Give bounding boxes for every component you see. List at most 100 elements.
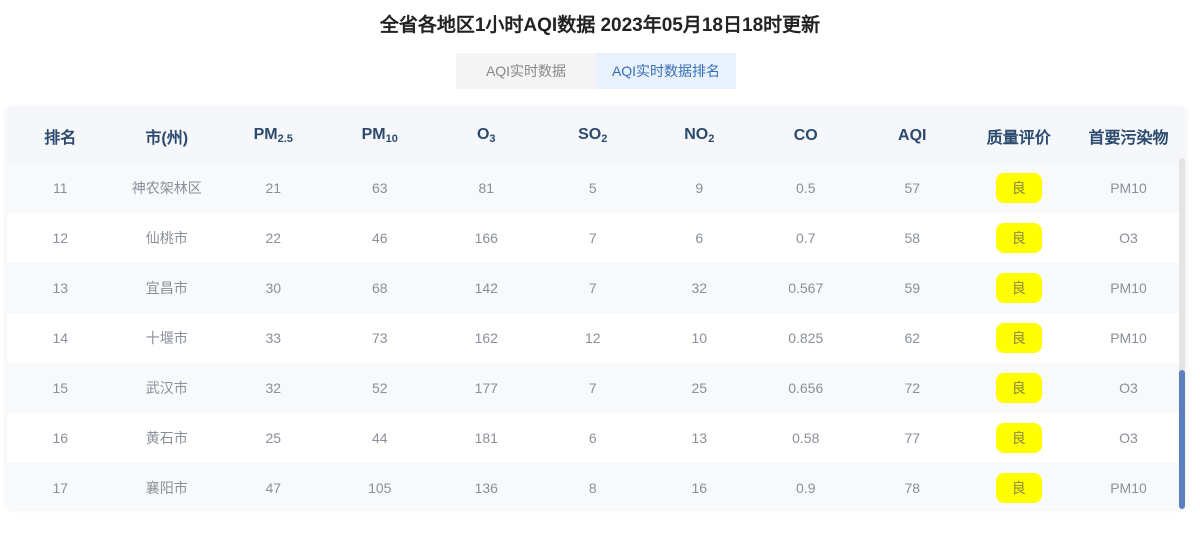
cell-city: 仙桃市 — [145, 230, 188, 246]
cell-city: 神农架林区 — [131, 180, 202, 196]
cell-primary-pollutant: PM10 — [1110, 280, 1147, 296]
quality-badge: 良 — [995, 173, 1042, 203]
cell-aqi: 59 — [904, 280, 921, 296]
cell-pm25: 22 — [265, 230, 282, 246]
cell-so2: 7 — [588, 280, 597, 296]
cell-pm10: 52 — [371, 380, 388, 396]
table-row: 15 武汉市 32 52 177 7 25 0.656 72 良 O3 — [7, 363, 1185, 413]
page-title: 全省各地区1小时AQI数据 2023年05月18日18时更新 — [379, 15, 821, 36]
cell-no2: 25 — [691, 380, 708, 396]
cell-pm25: 32 — [265, 380, 282, 396]
cell-city: 黄石市 — [145, 430, 188, 446]
cell-so2: 7 — [588, 380, 597, 396]
cell-aqi: 77 — [904, 430, 921, 446]
cell-primary-pollutant: O3 — [1119, 380, 1138, 396]
cell-co: 0.7 — [796, 230, 816, 246]
cell-rank: 13 — [52, 280, 69, 296]
col-quality: 质量评价 — [986, 129, 1051, 147]
cell-no2: 16 — [691, 480, 708, 496]
cell-quality: 良 — [966, 423, 1073, 453]
table-row: 14 十堰市 33 73 162 12 10 0.825 62 良 PM10 — [7, 313, 1185, 363]
cell-co: 0.656 — [788, 380, 824, 396]
cell-aqi: 62 — [904, 330, 921, 346]
cell-quality: 良 — [966, 273, 1073, 303]
cell-so2: 5 — [588, 180, 597, 196]
cell-rank: 15 — [52, 380, 69, 396]
cell-pm25: 30 — [265, 280, 282, 296]
cell-no2: 13 — [691, 430, 708, 446]
cell-pm10: 46 — [371, 230, 388, 246]
table-row: 12 仙桃市 22 46 166 7 6 0.7 58 良 O3 — [7, 213, 1185, 263]
cell-so2: 7 — [588, 230, 597, 246]
cell-no2: 10 — [691, 330, 708, 346]
cell-so2: 6 — [588, 430, 597, 446]
scrollbar-thumb[interactable] — [1179, 370, 1185, 509]
cell-no2: 9 — [695, 180, 704, 196]
cell-aqi: 72 — [904, 380, 921, 396]
cell-pm10: 68 — [371, 280, 388, 296]
table-row: 17 襄阳市 47 105 136 8 16 0.9 78 良 PM10 — [7, 463, 1185, 509]
cell-co: 0.567 — [788, 280, 824, 296]
cell-co: 0.58 — [792, 430, 820, 446]
cell-pm25: 33 — [265, 330, 282, 346]
cell-city: 十堰市 — [145, 330, 188, 346]
col-primary-pollutant: 首要污染物 — [1088, 129, 1169, 147]
table-row: 11 神农架林区 21 63 81 5 9 0.5 57 良 PM10 — [7, 163, 1185, 213]
cell-aqi: 57 — [904, 180, 921, 196]
cell-pm10: 105 — [368, 480, 392, 496]
col-pm10: PM10 — [361, 126, 398, 145]
cell-pm25: 21 — [265, 180, 282, 196]
cell-o3: 177 — [474, 380, 498, 396]
col-o3: O3 — [476, 126, 496, 145]
cell-o3: 136 — [474, 480, 498, 496]
cell-o3: 142 — [474, 280, 498, 296]
cell-primary-pollutant: O3 — [1119, 430, 1138, 446]
cell-no2: 6 — [695, 230, 704, 246]
quality-badge: 良 — [995, 373, 1042, 403]
quality-badge: 良 — [995, 273, 1042, 303]
col-so2: SO2 — [578, 126, 608, 145]
cell-quality: 良 — [966, 473, 1073, 503]
cell-city: 武汉市 — [145, 380, 188, 396]
cell-city: 宜昌市 — [145, 280, 188, 296]
quality-badge: 良 — [995, 423, 1042, 453]
quality-badge: 良 — [995, 473, 1042, 503]
cell-o3: 181 — [474, 430, 498, 446]
cell-rank: 12 — [52, 230, 69, 246]
cell-so2: 8 — [588, 480, 597, 496]
quality-badge: 良 — [995, 323, 1042, 353]
table-header: 排名 市(州) PM2.5 PM10 O3 SO2 NO2 CO AQI 质量评… — [7, 108, 1185, 163]
cell-primary-pollutant: O3 — [1119, 230, 1138, 246]
cell-aqi: 58 — [904, 230, 921, 246]
cell-primary-pollutant: PM10 — [1110, 330, 1147, 346]
col-pm25: PM2.5 — [253, 126, 293, 145]
cell-aqi: 78 — [904, 480, 921, 496]
col-rank: 排名 — [44, 129, 77, 147]
cell-quality: 良 — [966, 173, 1073, 203]
col-aqi: AQI — [898, 126, 927, 144]
cell-rank: 11 — [52, 180, 68, 196]
table-body: 11 神农架林区 21 63 81 5 9 0.5 57 良 PM10 12 仙桃市 22 46 166 7 6 0… — [7, 163, 1185, 509]
cell-rank: 17 — [52, 480, 69, 496]
tab-aqi-ranking[interactable]: AQI实时数据排名 — [596, 53, 736, 89]
cell-rank: 16 — [52, 430, 69, 446]
cell-pm10: 44 — [371, 430, 388, 446]
cell-pm10: 63 — [371, 180, 388, 196]
cell-o3: 166 — [474, 230, 498, 246]
tab-aqi-realtime[interactable]: AQI实时数据 — [456, 53, 596, 89]
cell-city: 襄阳市 — [145, 480, 188, 496]
cell-rank: 14 — [52, 330, 69, 346]
cell-primary-pollutant: PM10 — [1110, 480, 1147, 496]
cell-no2: 32 — [691, 280, 708, 296]
scrollbar-track[interactable] — [1179, 158, 1185, 509]
cell-quality: 良 — [966, 373, 1073, 403]
col-city: 市(州) — [145, 129, 189, 147]
cell-so2: 12 — [584, 330, 601, 346]
cell-o3: 162 — [474, 330, 498, 346]
cell-co: 0.9 — [796, 480, 816, 496]
cell-co: 0.5 — [796, 180, 816, 196]
quality-badge: 良 — [995, 223, 1042, 253]
col-co: CO — [793, 126, 818, 144]
cell-pm25: 25 — [265, 430, 282, 446]
col-no2: NO2 — [684, 126, 715, 145]
